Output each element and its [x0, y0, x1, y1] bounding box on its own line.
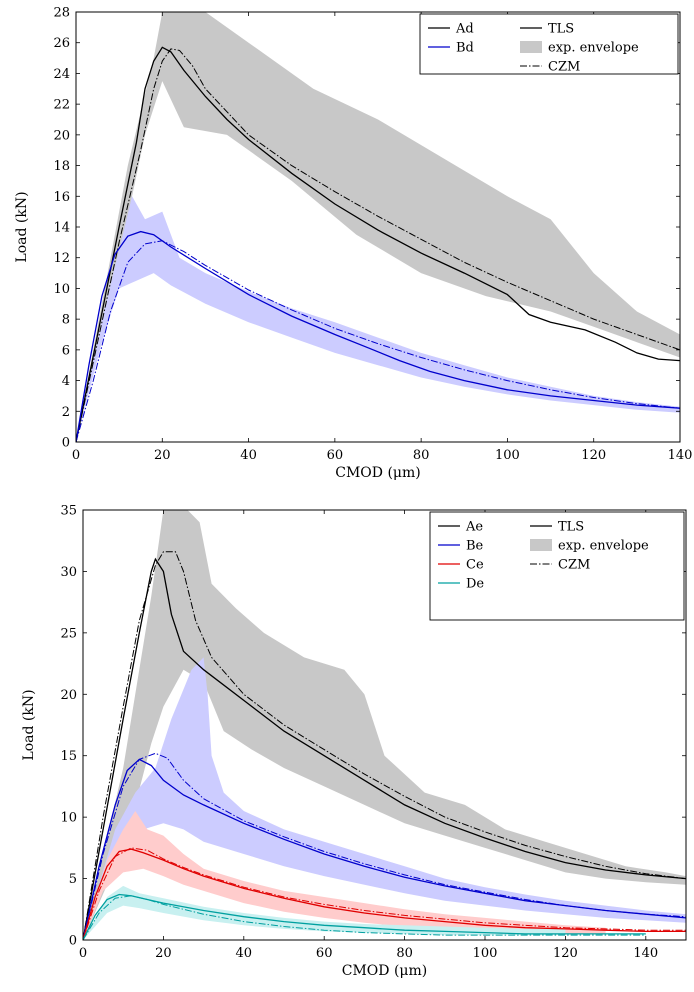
- x-tick-label: 40: [240, 448, 257, 463]
- y-tick-label: 16: [53, 190, 70, 205]
- x-tick-label: 20: [154, 448, 171, 463]
- chart-2: 0 20 40 60 80 100 120 140 0 5 10 15 20 25 30 35 CMOD (μm…: [21, 504, 687, 979]
- axes-frame: [82, 509, 687, 941]
- y-tick-label: 10: [53, 282, 70, 297]
- x-tick-label: 80: [413, 448, 430, 463]
- y-tick-label: 15: [60, 749, 77, 764]
- series-ad-czm: [76, 48, 680, 442]
- y-tick-label: 8: [62, 313, 70, 328]
- envelope-de: [83, 885, 566, 940]
- x-tick-label: 140: [633, 946, 658, 961]
- y-tick-label: 22: [53, 98, 70, 113]
- x-tick-label: 20: [155, 946, 172, 961]
- chart-1: 0 20 40 60 80 100 120 1400246810121416182022242…: [14, 6, 692, 482]
- legend-label-be: Be: [466, 539, 484, 554]
- y-axis-label: Load (kN): [14, 191, 30, 262]
- series-de-tls: [83, 893, 646, 940]
- x-tick-label: 40: [236, 946, 253, 961]
- x-axis-label: CMOD (μm): [335, 465, 421, 481]
- envelope-ae: [83, 510, 686, 940]
- legend-label-bd: Bd: [456, 41, 474, 56]
- legend-label-ae: Ae: [465, 520, 483, 535]
- legend-label-de: De: [466, 577, 484, 592]
- y-tick-label: 4: [62, 374, 70, 389]
- y-tick-label: 28: [53, 6, 70, 21]
- series-ce-tls: [83, 848, 686, 940]
- x-tick-label: 120: [581, 448, 606, 463]
- x-tick-label: 120: [553, 946, 578, 961]
- y-tick-label: 0: [62, 436, 70, 451]
- legend: Ae Be Ce De TLS exp. envelope CZM: [429, 511, 685, 621]
- x-tick-label: 60: [327, 448, 344, 463]
- legend-label-style: CZM: [558, 558, 590, 573]
- envelope-bd: [76, 196, 680, 442]
- y-tick-label: 12: [53, 251, 70, 266]
- series-ae-czm: [83, 551, 686, 940]
- y-tick-label: 35: [60, 504, 77, 519]
- legend-label-style: exp. envelope: [548, 41, 639, 56]
- legend-swatch-envelope: [520, 41, 542, 53]
- legend: Ad Bd TLS exp. envelope CZM: [419, 13, 679, 75]
- plot-area: [83, 510, 686, 940]
- y-tick-label: 26: [53, 36, 70, 51]
- legend-box: [419, 13, 679, 75]
- x-tick-label: 60: [316, 946, 333, 961]
- y-tick-label: 0: [69, 934, 77, 949]
- series-ae-tls: [83, 557, 686, 940]
- y-tick-label: 6: [62, 343, 70, 358]
- x-tick-label: 80: [396, 946, 413, 961]
- legend-label-ce: Ce: [466, 558, 484, 573]
- y-tick-label: 30: [60, 565, 77, 580]
- legend-label-style: CZM: [548, 60, 580, 75]
- series-bd-czm: [76, 240, 680, 442]
- series-de-czm: [83, 895, 646, 940]
- series-ce-czm: [83, 847, 686, 940]
- y-tick-label: 2: [62, 405, 70, 420]
- y-tick-label: 24: [53, 67, 70, 82]
- series-ad-tls: [76, 46, 680, 442]
- x-tick-label: 0: [79, 946, 87, 961]
- series-bd-tls: [76, 230, 680, 442]
- x-tick-label: 100: [473, 946, 498, 961]
- x-axis-label: CMOD (μm): [342, 963, 428, 979]
- y-tick-label: 5: [69, 872, 77, 887]
- legend-label-style: TLS: [558, 520, 584, 535]
- x-tick-label: 140: [668, 448, 693, 463]
- legend-box: [429, 511, 685, 621]
- y-tick-label: 20: [53, 128, 70, 143]
- x-tick-label: 0: [72, 448, 80, 463]
- legend-label-style: exp. envelope: [558, 539, 649, 554]
- plot-area: [76, 12, 680, 442]
- legend-label-style: TLS: [548, 22, 574, 37]
- x-tick-label: 100: [495, 448, 520, 463]
- y-tick-label: 10: [60, 811, 77, 826]
- y-tick-label: 20: [60, 688, 77, 703]
- y-axis-label: Load (kN): [21, 689, 37, 760]
- legend-label-ad: Ad: [455, 22, 474, 37]
- y-tick-label: 25: [60, 626, 77, 641]
- series-be-czm: [83, 752, 686, 940]
- legend-swatch-envelope: [530, 539, 552, 551]
- y-tick-label: 14: [53, 221, 70, 236]
- y-tick-label: 18: [53, 159, 70, 174]
